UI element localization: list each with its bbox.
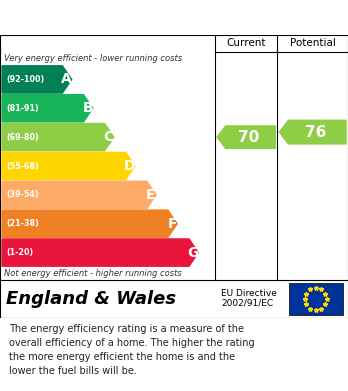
Text: 76: 76 bbox=[305, 125, 326, 140]
Text: G: G bbox=[188, 246, 199, 260]
Polygon shape bbox=[217, 126, 275, 149]
Text: EU Directive
2002/91/EC: EU Directive 2002/91/EC bbox=[221, 289, 277, 308]
Polygon shape bbox=[279, 120, 346, 144]
Text: 70: 70 bbox=[238, 130, 259, 145]
Text: F: F bbox=[167, 217, 177, 231]
Polygon shape bbox=[2, 210, 177, 237]
Text: Potential: Potential bbox=[290, 38, 335, 48]
Text: Very energy efficient - lower running costs: Very energy efficient - lower running co… bbox=[4, 54, 182, 63]
Text: Energy Efficiency Rating: Energy Efficiency Rating bbox=[10, 12, 213, 27]
Polygon shape bbox=[2, 239, 198, 266]
Text: (55-68): (55-68) bbox=[6, 161, 39, 170]
Text: (69-80): (69-80) bbox=[6, 133, 39, 142]
Polygon shape bbox=[2, 124, 114, 151]
Text: (21-38): (21-38) bbox=[6, 219, 39, 228]
Bar bbox=[289, 283, 343, 315]
Polygon shape bbox=[2, 152, 135, 179]
Text: The energy efficiency rating is a measure of the
overall efficiency of a home. T: The energy efficiency rating is a measur… bbox=[9, 324, 254, 376]
Polygon shape bbox=[2, 66, 72, 93]
Text: A: A bbox=[61, 72, 72, 86]
Text: B: B bbox=[82, 101, 93, 115]
Text: E: E bbox=[146, 188, 156, 202]
Text: (92-100): (92-100) bbox=[6, 75, 44, 84]
Text: (1-20): (1-20) bbox=[6, 248, 33, 257]
Text: England & Wales: England & Wales bbox=[6, 290, 176, 308]
Polygon shape bbox=[2, 95, 93, 122]
Text: D: D bbox=[124, 159, 136, 173]
Text: C: C bbox=[104, 130, 114, 144]
Text: Current: Current bbox=[227, 38, 266, 48]
Text: (39-54): (39-54) bbox=[6, 190, 39, 199]
Text: Not energy efficient - higher running costs: Not energy efficient - higher running co… bbox=[4, 269, 182, 278]
Text: (81-91): (81-91) bbox=[6, 104, 39, 113]
Polygon shape bbox=[2, 181, 156, 208]
